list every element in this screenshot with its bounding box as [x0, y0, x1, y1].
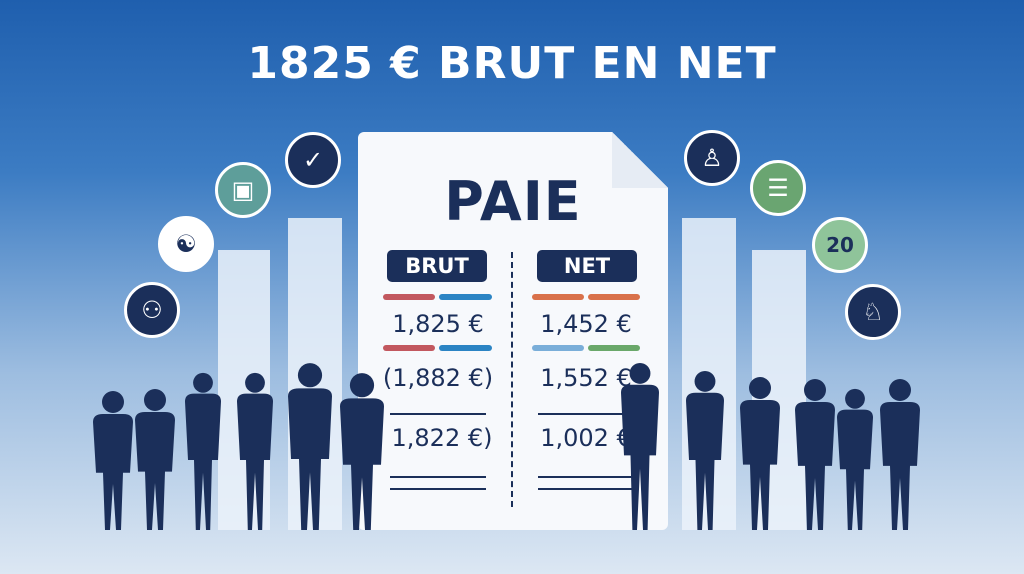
net-value: 1,552 €	[540, 364, 632, 392]
rule-line	[538, 488, 634, 490]
color-line	[383, 294, 435, 300]
person-silhouette	[135, 389, 175, 530]
person-lifting-icon: ⚇	[124, 282, 180, 338]
person-silhouette	[237, 372, 273, 530]
payslip-heading: PAIE	[444, 170, 582, 233]
number-badge-icon: 20	[812, 217, 868, 273]
org-chart-icon: ▣	[215, 162, 271, 218]
column-divider	[511, 252, 513, 507]
rule-line	[390, 476, 486, 478]
person-silhouette	[288, 363, 332, 530]
people-walking-icon: ♘	[845, 284, 901, 340]
person-silhouette	[880, 379, 920, 530]
badge-number: 20	[826, 233, 854, 257]
color-line	[383, 345, 435, 351]
person-silhouette	[185, 372, 221, 530]
rule-line	[390, 488, 486, 490]
person-silhouette	[837, 388, 873, 530]
rule-line	[390, 413, 486, 415]
net-value: 1,452 €	[540, 310, 632, 338]
color-line	[588, 345, 640, 351]
brut-label: BRUT	[387, 250, 487, 282]
color-line	[439, 294, 492, 300]
color-line	[532, 294, 584, 300]
brut-value: 1,822 €)	[391, 424, 493, 452]
net-value: 1,002 €	[540, 424, 632, 452]
rule-line	[538, 476, 634, 478]
checkbox-icon: ✓	[285, 132, 341, 188]
brut-value: (1,882 €)	[382, 364, 494, 392]
brut-value: 1,825 €	[392, 310, 484, 338]
payslip-document	[358, 132, 668, 530]
people-meeting-icon: ☯	[158, 216, 214, 272]
person-silhouette	[740, 377, 780, 530]
person-silhouette	[621, 362, 659, 530]
person-silhouette	[795, 379, 835, 530]
color-line	[439, 345, 492, 351]
rule-line	[538, 413, 634, 415]
net-label: NET	[537, 250, 637, 282]
page-title: 1825 € BRUT EN NET	[247, 38, 777, 89]
person-silhouette	[93, 391, 133, 530]
color-line	[532, 345, 584, 351]
color-line	[588, 294, 640, 300]
worker-icon: ♙	[684, 130, 740, 186]
coin-stack-icon: ☰	[750, 160, 806, 216]
person-silhouette	[686, 370, 724, 530]
person-silhouette	[340, 373, 384, 530]
